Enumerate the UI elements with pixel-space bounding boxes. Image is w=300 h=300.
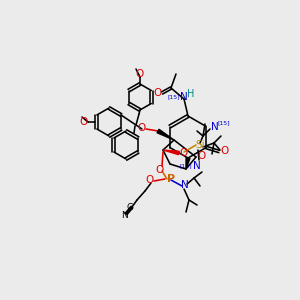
Text: O: O: [146, 175, 154, 185]
Text: O: O: [136, 69, 144, 79]
Polygon shape: [157, 129, 174, 140]
Text: [15]: [15]: [180, 164, 192, 169]
Text: O: O: [153, 88, 161, 98]
Text: O: O: [220, 146, 228, 157]
Polygon shape: [163, 150, 179, 155]
Text: N: N: [181, 180, 189, 190]
Text: N: N: [180, 92, 188, 102]
Text: Si: Si: [195, 140, 205, 150]
Text: P: P: [167, 174, 175, 184]
Text: N: N: [121, 212, 128, 220]
Text: [15]: [15]: [217, 120, 230, 125]
Text: N: N: [193, 161, 201, 171]
Text: O: O: [138, 123, 146, 133]
Text: N: N: [211, 122, 219, 131]
Text: [15]: [15]: [168, 94, 180, 100]
Text: O: O: [179, 148, 187, 158]
Text: O: O: [156, 165, 164, 175]
Text: O: O: [80, 117, 88, 127]
Text: O: O: [197, 151, 205, 161]
Text: C: C: [127, 203, 133, 212]
Polygon shape: [186, 158, 190, 169]
Text: H: H: [187, 89, 194, 99]
